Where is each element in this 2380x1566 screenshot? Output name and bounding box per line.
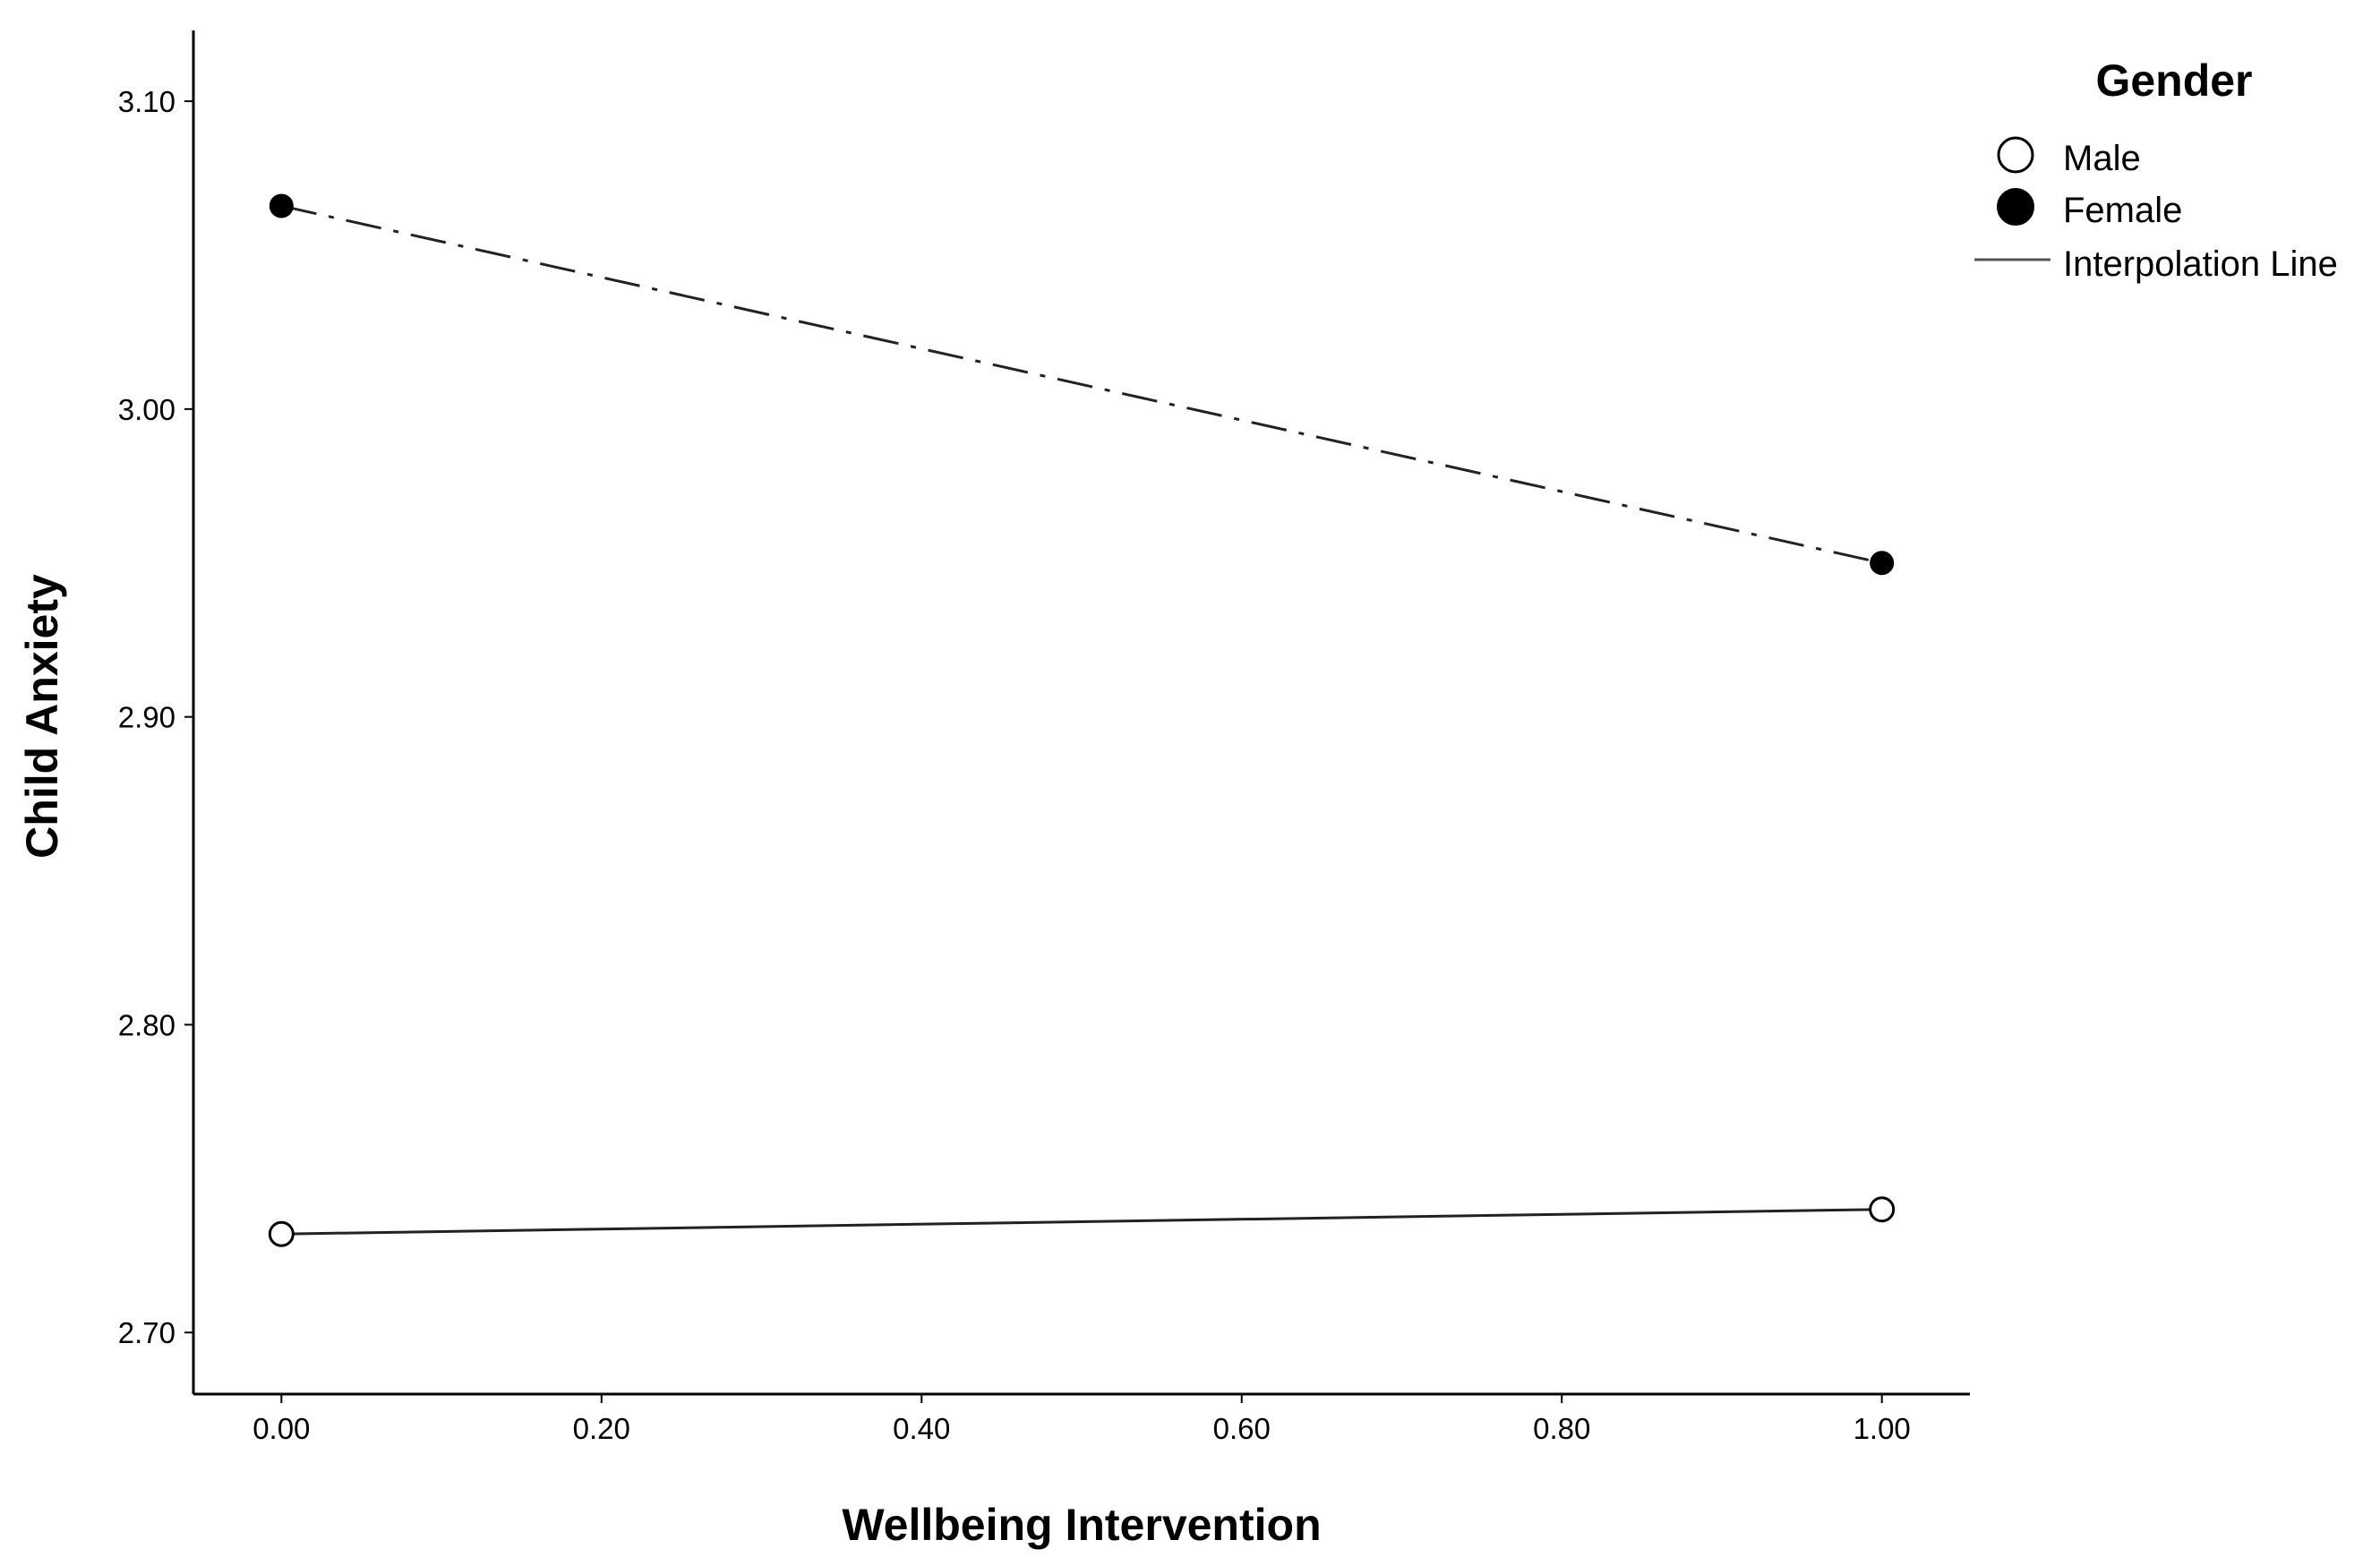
y-tick-label: 2.80 xyxy=(118,1008,176,1041)
x-tick-label: 0.00 xyxy=(253,1412,310,1445)
legend: Gender Male Female Interpolation Line xyxy=(1974,56,2338,284)
female-series-line xyxy=(280,204,1883,565)
y-tick-label: 3.00 xyxy=(118,393,176,426)
x-axis-title: Wellbeing Intervention xyxy=(842,1500,1321,1550)
y-axis-ticks: 2.70 2.80 2.90 3.00 3.10 xyxy=(118,85,193,1349)
legend-male-label: Male xyxy=(2063,139,2141,178)
legend-female-label: Female xyxy=(2063,191,2182,230)
y-tick-label: 3.10 xyxy=(118,85,176,118)
male-series-line xyxy=(281,1208,1882,1236)
female-data-point xyxy=(269,193,294,218)
legend-title: Gender xyxy=(2095,56,2252,106)
male-data-point xyxy=(268,1220,295,1247)
legend-female-marker xyxy=(1997,188,2034,226)
series-points xyxy=(268,193,1896,1247)
x-tick-label: 0.20 xyxy=(573,1412,630,1445)
x-tick-label: 1.00 xyxy=(1853,1412,1911,1445)
y-axis-title: Child Anxiety xyxy=(17,574,67,859)
y-tick-label: 2.90 xyxy=(118,701,176,734)
female-data-point xyxy=(1870,551,1895,576)
x-axis-ticks: 0.00 0.20 0.40 0.60 0.80 1.00 xyxy=(253,1394,1911,1445)
series-lines xyxy=(280,204,1883,1236)
legend-male-marker xyxy=(1997,136,2034,174)
x-tick-label: 0.40 xyxy=(893,1412,950,1445)
legend-interpolation-line-label: Interpolation Line xyxy=(2063,244,2338,284)
x-tick-label: 0.80 xyxy=(1533,1412,1590,1445)
plot-area: 2.70 2.80 2.90 3.00 3.10 0.00 0.20 0.40 0.60 0.8… xyxy=(118,30,1970,1445)
x-tick-label: 0.60 xyxy=(1213,1412,1271,1445)
y-tick-label: 2.70 xyxy=(118,1316,176,1349)
male-data-point xyxy=(1869,1196,1896,1223)
